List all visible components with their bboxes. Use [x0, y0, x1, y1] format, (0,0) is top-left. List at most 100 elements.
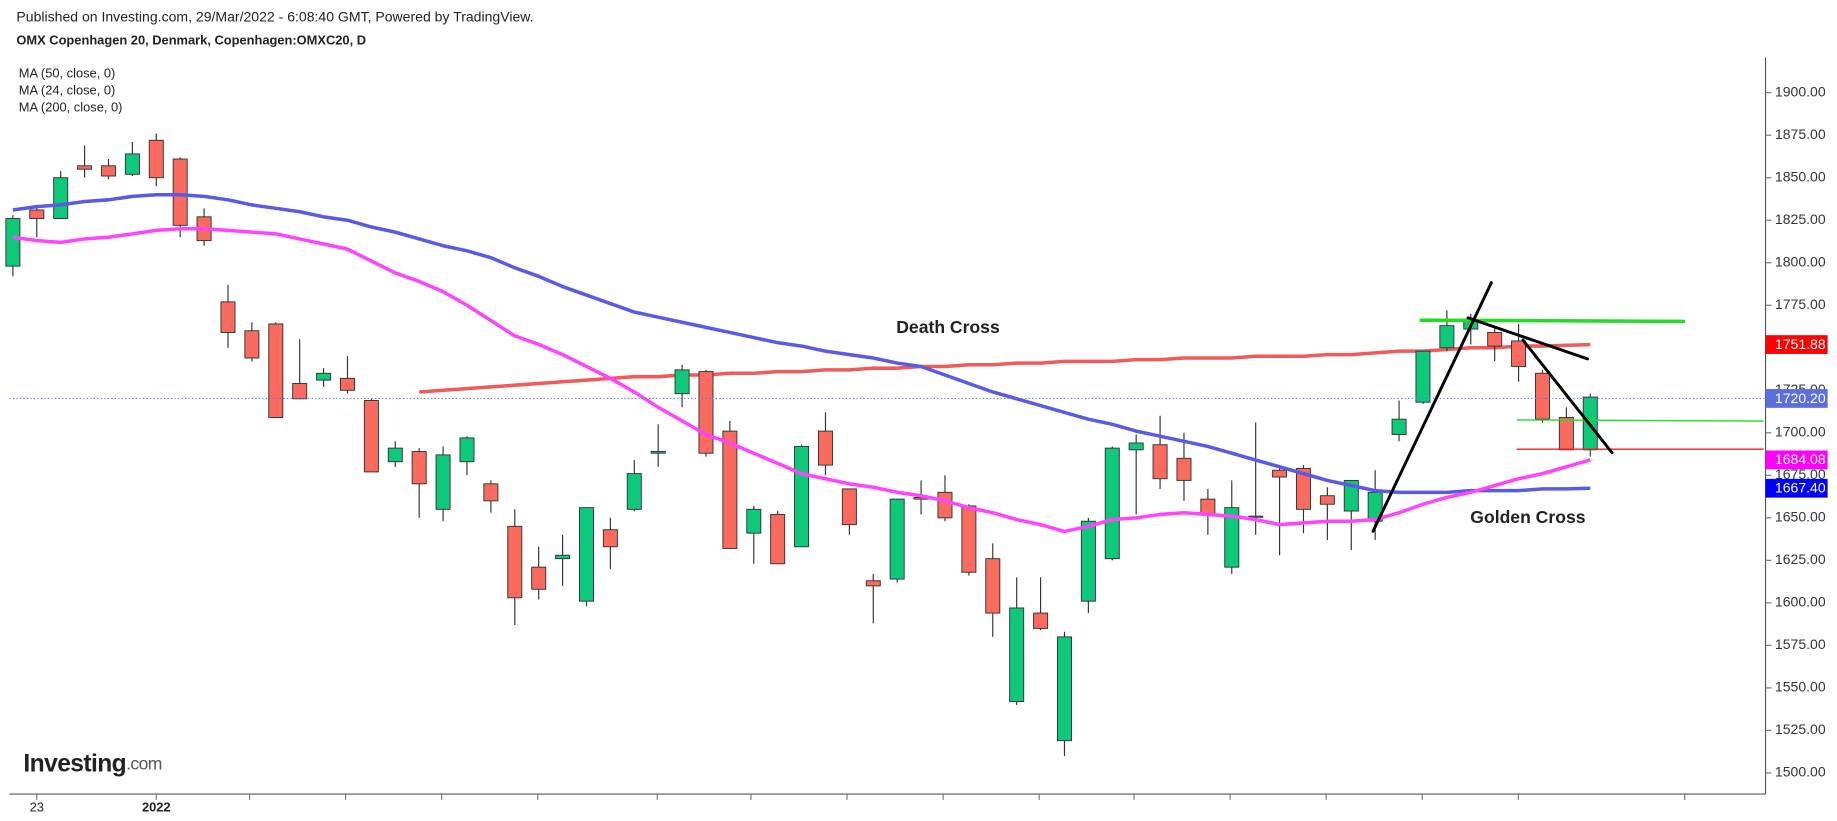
y-tick-label: 1775.00	[1775, 296, 1826, 312]
candle-body	[578, 507, 594, 602]
price-label-box	[1765, 335, 1828, 354]
candle-body	[1319, 495, 1335, 505]
candle-body	[674, 369, 690, 395]
candle-body	[1272, 469, 1288, 478]
price-label: 1751.88	[1775, 336, 1826, 352]
candle-body	[1176, 457, 1192, 481]
candle-body	[770, 513, 786, 565]
legend-entry: MA (50, close, 0)	[19, 65, 116, 80]
y-tick-label: 1575.00	[1775, 636, 1826, 652]
plot-area	[5, 133, 1766, 756]
candle-body	[1248, 515, 1264, 518]
candle-body	[459, 437, 475, 463]
candle-body	[937, 491, 953, 519]
candle-body	[961, 505, 977, 573]
x-ticks	[248, 794, 1686, 800]
support-line	[1516, 419, 1764, 422]
candle-body	[650, 451, 666, 454]
y-tick-label: 1600.00	[1775, 594, 1826, 610]
candle-body	[1558, 417, 1574, 451]
candle-body	[1104, 447, 1120, 560]
candle-body	[1033, 612, 1049, 629]
candle-body	[1391, 418, 1407, 435]
y-tick-label: 1700.00	[1775, 424, 1826, 440]
y-tick-label: 1550.00	[1775, 679, 1826, 695]
chart-title: OMX Copenhagen 20, Denmark, Copenhagen:O…	[16, 32, 366, 47]
candle-body	[602, 529, 618, 548]
price-label: 1667.40	[1775, 480, 1826, 496]
candle-body	[77, 165, 93, 170]
legend-entry: MA (200, close, 0)	[19, 99, 123, 114]
candle-body	[985, 558, 1001, 614]
candle-body	[148, 139, 164, 179]
candle-body	[865, 580, 881, 587]
drawings	[1371, 281, 1764, 533]
price-label-box	[1765, 450, 1828, 470]
candle-body	[1009, 607, 1025, 702]
candle-body	[1224, 507, 1240, 568]
ma-line	[12, 226, 1591, 534]
candle-body	[244, 330, 260, 359]
y-tick-label: 1650.00	[1775, 509, 1826, 525]
candle-body	[1152, 444, 1168, 480]
annotation: Death Cross	[896, 317, 1000, 337]
price-label-box	[1765, 389, 1828, 408]
y-tick-label: 1800.00	[1775, 253, 1826, 269]
candle-body	[1295, 468, 1311, 510]
candle-body	[1534, 372, 1550, 420]
legend-entry: MA (24, close, 0)	[19, 82, 116, 97]
candle-body	[1056, 636, 1072, 742]
candle-body	[722, 430, 738, 549]
candle-body	[435, 454, 451, 510]
candle-body	[507, 525, 523, 599]
candle-body	[1200, 498, 1216, 515]
candle-body	[817, 430, 833, 466]
candle-body	[268, 323, 284, 418]
candle-body	[316, 372, 332, 381]
candle-body	[1415, 350, 1431, 403]
ma-line	[419, 342, 1591, 394]
annotation: Golden Cross	[1470, 507, 1585, 527]
candle-body	[387, 447, 403, 463]
candle-body	[1439, 325, 1455, 349]
candle-body	[29, 209, 45, 219]
candle-body	[889, 498, 905, 580]
candle-body	[531, 566, 547, 590]
y-tick-label: 1900.00	[1775, 83, 1826, 99]
candle-body	[1487, 331, 1503, 347]
logo-name: Investing	[23, 750, 126, 777]
y-tick-label: 1825.00	[1775, 211, 1826, 227]
candle-body	[841, 488, 857, 526]
candle-body	[555, 554, 571, 560]
candle-body	[363, 400, 379, 473]
candle-body	[100, 165, 116, 177]
logo: Investing.com	[23, 750, 161, 777]
candle-body	[339, 377, 355, 391]
candle-body	[698, 371, 714, 454]
x-tick-label: 23	[30, 800, 44, 815]
candle-body	[172, 158, 188, 226]
candle-body	[794, 445, 810, 548]
price-axis: 1500.00 1525.00 1550.00 1575.00 1600.00 1625.…	[30, 83, 1828, 815]
ma-line	[12, 192, 1591, 495]
published-note: Published on Investing.com, 29/Mar/2022 …	[16, 8, 533, 24]
candle-body	[1128, 442, 1144, 451]
candle-body	[746, 508, 762, 534]
trend-line	[1521, 338, 1614, 455]
candle-body	[292, 383, 308, 400]
candle-body	[1343, 479, 1359, 512]
y-tick-label: 1850.00	[1775, 168, 1826, 184]
y-tick-label: 1625.00	[1775, 551, 1826, 567]
resistance-line	[1419, 318, 1686, 324]
logo-suffix: .com	[126, 753, 162, 773]
y-tick-label: 1875.00	[1775, 126, 1826, 142]
candle-body	[1080, 520, 1096, 602]
price-label-box	[1765, 478, 1828, 498]
y-tick-label: 1675.00	[1775, 466, 1826, 482]
candle-body	[220, 301, 236, 333]
trend-line	[1371, 281, 1493, 533]
x-tick-label: 2022	[142, 800, 171, 815]
candle-body	[626, 473, 642, 510]
